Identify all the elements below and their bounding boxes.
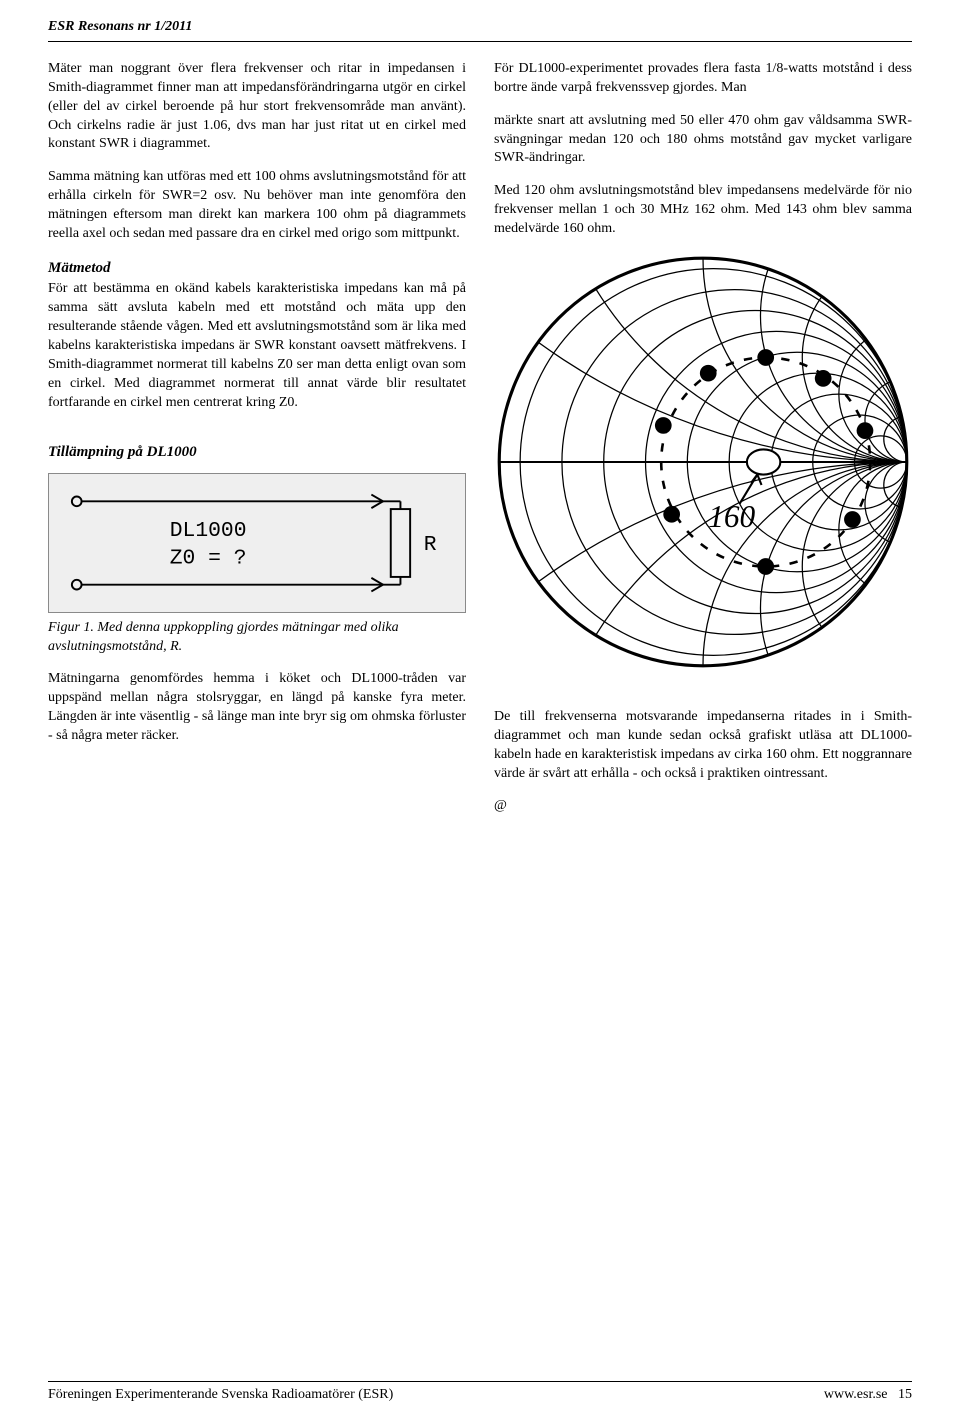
paragraph: För DL1000-experimentet provades flera f…	[494, 60, 912, 98]
at-sign: @	[494, 797, 912, 816]
smith-center-label: 160	[708, 499, 755, 534]
paragraph: Med 120 ohm avslutningsmotstånd blev imp…	[494, 182, 912, 239]
circuit-svg: DL1000 Z0 = ? R	[55, 480, 459, 606]
smith-chart-svg: 160	[494, 253, 912, 671]
header-rule	[48, 41, 912, 42]
section-heading-tillampning: Tillämpning på DL1000	[48, 442, 466, 462]
footer-site: www.esr.se	[824, 1387, 888, 1402]
paragraph: De till frekvenserna motsvarande impedan…	[494, 708, 912, 784]
circuit-diagram: DL1000 Z0 = ? R	[48, 473, 466, 613]
section-heading-matmetod: Mätmetod	[48, 258, 466, 278]
paragraph: Samma mätning kan utföras med ett 100 oh…	[48, 168, 466, 244]
figure-caption: Figur 1. Med denna uppkoppling gjordes m…	[48, 619, 466, 657]
paragraph: För att bestämma en okänd kabels karakte…	[48, 280, 466, 412]
circuit-label-dl1000: DL1000	[170, 519, 247, 543]
paragraph: Mäter man noggrant över flera frekvenser…	[48, 60, 466, 154]
footer-rule	[48, 1381, 912, 1382]
paragraph: Mätningarna genomfördes hemma i köket oc…	[48, 670, 466, 746]
footer-right: www.esr.se 15	[824, 1386, 912, 1405]
circuit-label-r: R	[424, 532, 437, 556]
right-column: För DL1000-experimentet provades flera f…	[494, 60, 912, 830]
page-header: ESR Resonans nr 1/2011	[48, 18, 912, 37]
left-column: Mäter man noggrant över flera frekvenser…	[48, 60, 466, 830]
page-footer: Föreningen Experimenterande Svenska Radi…	[48, 1381, 912, 1405]
footer-org: Föreningen Experimenterande Svenska Radi…	[48, 1386, 393, 1405]
paragraph: märkte snart att avslutning med 50 eller…	[494, 112, 912, 169]
two-column-layout: Mäter man noggrant över flera frekvenser…	[48, 60, 912, 830]
footer-page-number: 15	[898, 1387, 912, 1402]
circuit-label-z0: Z0 = ?	[170, 546, 247, 570]
smith-chart: 160	[494, 253, 912, 678]
